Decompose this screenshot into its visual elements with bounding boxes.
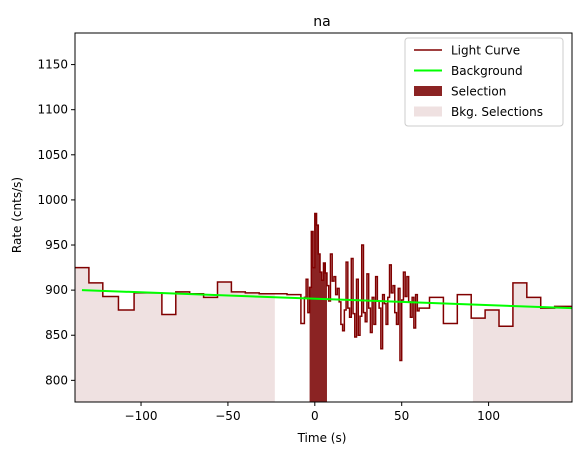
- selection-fill: [309, 213, 327, 402]
- x-axis-label: Time (s): [297, 431, 347, 445]
- chart-title: na: [313, 14, 330, 30]
- y-tick-label: 950: [45, 238, 68, 252]
- legend-label-background: Background: [451, 64, 523, 78]
- y-tick-label: 1100: [37, 103, 68, 117]
- bkg-selection-2: [472, 282, 572, 402]
- y-tick-label: 1000: [37, 193, 68, 207]
- x-tick-label: 0: [311, 409, 319, 423]
- legend-label-selection: Selection: [451, 85, 506, 99]
- bkg-selection-regions: [75, 267, 572, 402]
- x-tick-label: 100: [477, 409, 500, 423]
- background-series: [81, 289, 573, 310]
- y-axis-ticks: 800 850 900 950 1000 1050 1100 1150: [37, 58, 75, 387]
- x-tick-label: 50: [394, 409, 409, 423]
- y-tick-label: 800: [45, 373, 68, 387]
- plot-area-frame: [74, 32, 573, 403]
- legend-label-light-curve: Light Curve: [451, 44, 520, 58]
- bkg-selection-1: [75, 267, 275, 402]
- legend: Light Curve Background Selection Bkg. Selec…: [404, 37, 564, 127]
- legend-box: [404, 37, 564, 127]
- y-tick-label: 850: [45, 328, 68, 342]
- x-tick-label: −50: [215, 409, 240, 423]
- x-tick-label: −100: [125, 409, 158, 423]
- legend-swatch-selection: [414, 86, 442, 96]
- background-line: [81, 289, 573, 310]
- legend-label-bkg-selections: Bkg. Selections: [451, 105, 543, 119]
- y-axis-label: Rate (cnts/s): [10, 177, 24, 253]
- y-tick-label: 1050: [37, 148, 68, 162]
- light-curve-line: [75, 212, 572, 362]
- legend-swatch-bkg-selections: [414, 106, 442, 117]
- y-tick-label: 1150: [37, 58, 68, 72]
- light-curve-series: [75, 212, 572, 362]
- y-tick-label: 900: [45, 283, 68, 297]
- x-axis-ticks: −100 −50 0 50 100: [125, 402, 500, 423]
- selection-region: [309, 213, 327, 402]
